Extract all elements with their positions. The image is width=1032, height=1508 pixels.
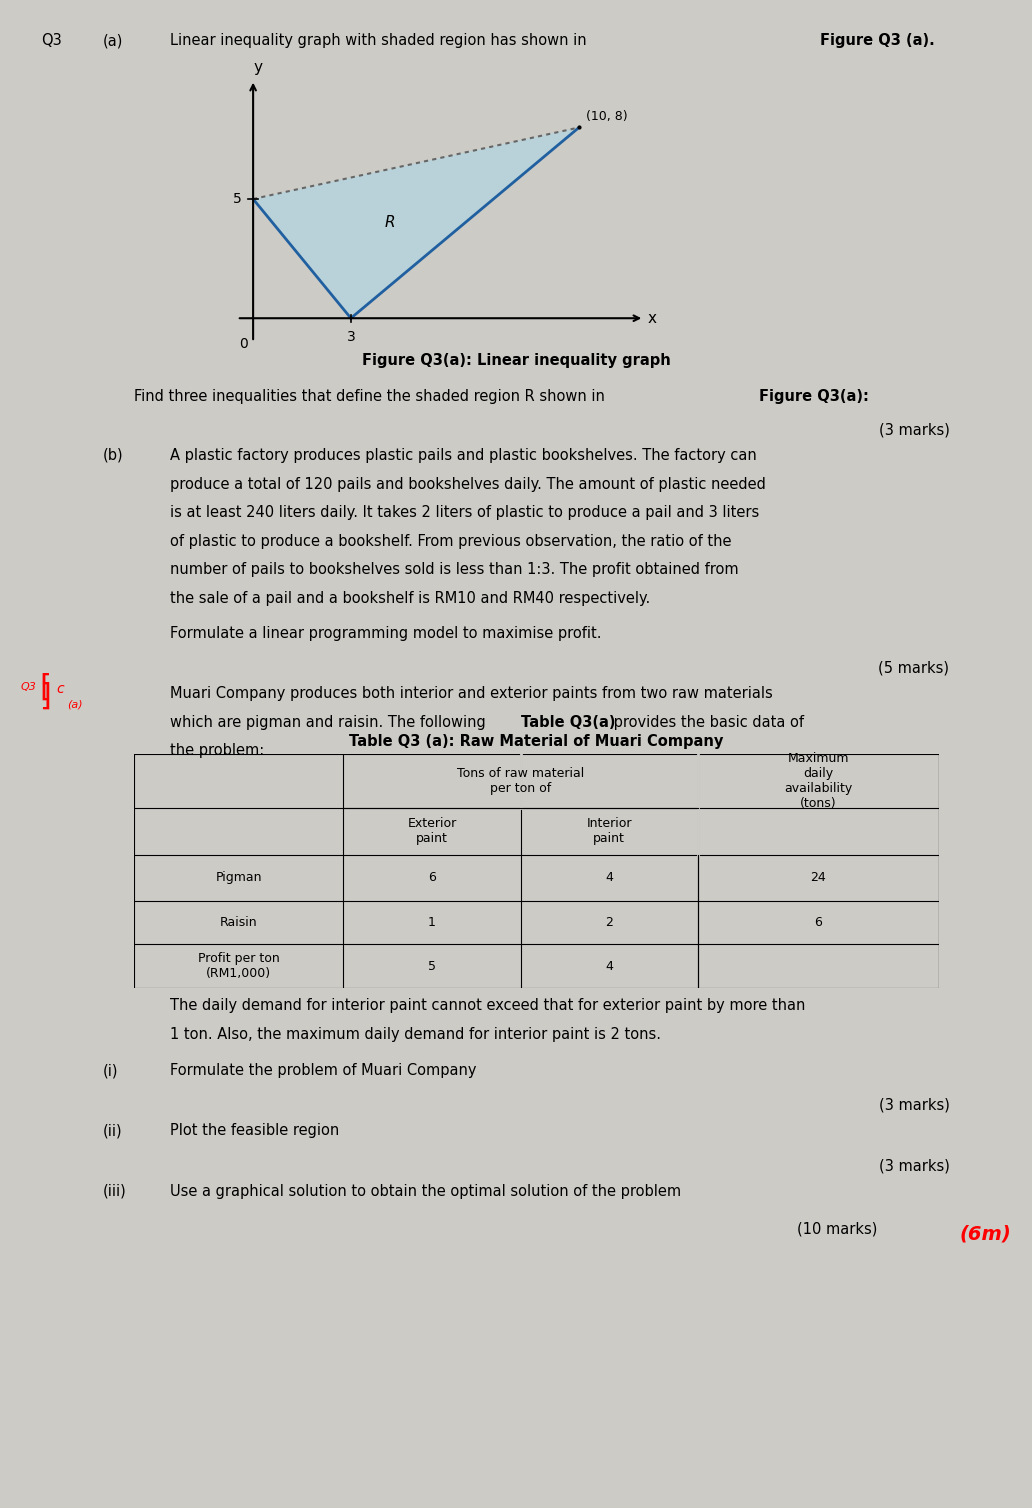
Text: The daily demand for interior paint cannot exceed that for exterior paint by mor: The daily demand for interior paint cann… xyxy=(170,998,806,1013)
Text: Formulate the problem of Muari Company: Formulate the problem of Muari Company xyxy=(170,1063,477,1078)
Text: c: c xyxy=(57,682,64,695)
Text: number of pails to bookshelves sold is less than 1:3. The profit obtained from: number of pails to bookshelves sold is l… xyxy=(170,562,739,578)
Text: Use a graphical solution to obtain the optimal solution of the problem: Use a graphical solution to obtain the o… xyxy=(170,1184,681,1199)
Text: (ii): (ii) xyxy=(103,1123,123,1139)
Text: Figure Q3(a): Linear inequality graph: Figure Q3(a): Linear inequality graph xyxy=(361,353,671,368)
Text: 3: 3 xyxy=(347,330,355,344)
Text: is at least 240 liters daily. It takes 2 liters of plastic to produce a pail and: is at least 240 liters daily. It takes 2… xyxy=(170,505,760,520)
Text: the problem:: the problem: xyxy=(170,743,264,759)
Text: which are pigman and raisin. The following: which are pigman and raisin. The followi… xyxy=(170,715,490,730)
Text: Q3: Q3 xyxy=(21,682,36,692)
Text: ]: ] xyxy=(39,682,52,710)
Text: Linear inequality graph with shaded region has shown in: Linear inequality graph with shaded regi… xyxy=(170,33,591,48)
Text: (i): (i) xyxy=(103,1063,119,1078)
Text: (10 marks): (10 marks) xyxy=(797,1221,877,1237)
Text: (a): (a) xyxy=(103,33,124,48)
Text: (5 marks): (5 marks) xyxy=(878,661,949,676)
Text: (10, 8): (10, 8) xyxy=(585,110,627,122)
Text: Muari Company produces both interior and exterior paints from two raw materials: Muari Company produces both interior and… xyxy=(170,686,773,701)
Text: 24: 24 xyxy=(810,872,827,884)
Text: Exterior
paint: Exterior paint xyxy=(408,817,456,844)
Text: 6: 6 xyxy=(428,872,436,884)
Text: Raisin: Raisin xyxy=(220,917,258,929)
Text: 4: 4 xyxy=(605,872,613,884)
Text: Maximum
daily
availability
(tons): Maximum daily availability (tons) xyxy=(784,752,852,810)
Text: 2: 2 xyxy=(605,917,613,929)
Text: (iii): (iii) xyxy=(103,1184,127,1199)
Text: 5: 5 xyxy=(428,959,436,973)
Text: the sale of a pail and a bookshelf is RM10 and RM40 respectively.: the sale of a pail and a bookshelf is RM… xyxy=(170,591,650,606)
Text: Plot the feasible region: Plot the feasible region xyxy=(170,1123,340,1139)
Text: (a): (a) xyxy=(67,700,83,710)
Text: of plastic to produce a bookshelf. From previous observation, the ratio of the: of plastic to produce a bookshelf. From … xyxy=(170,534,732,549)
Text: Figure Q3(a):: Figure Q3(a): xyxy=(759,389,868,404)
Text: (b): (b) xyxy=(103,448,124,463)
Text: produce a total of 120 pails and bookshelves daily. The amount of plastic needed: produce a total of 120 pails and bookshe… xyxy=(170,477,766,492)
Text: Formulate a linear programming model to maximise profit.: Formulate a linear programming model to … xyxy=(170,626,602,641)
Text: Pigman: Pigman xyxy=(216,872,262,884)
Text: Interior
paint: Interior paint xyxy=(586,817,632,844)
Text: Figure Q3 (a).: Figure Q3 (a). xyxy=(820,33,935,48)
Text: 1 ton. Also, the maximum daily demand for interior paint is 2 tons.: 1 ton. Also, the maximum daily demand fo… xyxy=(170,1027,662,1042)
Text: Find three inequalities that define the shaded region R shown in: Find three inequalities that define the … xyxy=(134,389,610,404)
Text: 4: 4 xyxy=(605,959,613,973)
Text: (6m): (6m) xyxy=(960,1224,1011,1244)
Text: Q3: Q3 xyxy=(41,33,62,48)
Text: 6: 6 xyxy=(814,917,823,929)
Text: Table Q3 (a): Raw Material of Muari Company: Table Q3 (a): Raw Material of Muari Comp… xyxy=(350,734,723,749)
Text: (3 marks): (3 marks) xyxy=(878,1158,949,1173)
Text: (3 marks): (3 marks) xyxy=(878,422,949,437)
Text: x: x xyxy=(647,311,656,326)
Polygon shape xyxy=(253,128,579,318)
Text: 5: 5 xyxy=(233,192,241,207)
Text: Table Q3(a): Table Q3(a) xyxy=(521,715,616,730)
Text: provides the basic data of: provides the basic data of xyxy=(609,715,804,730)
Text: y: y xyxy=(254,60,262,75)
Text: R: R xyxy=(385,216,395,231)
Text: (3 marks): (3 marks) xyxy=(878,1098,949,1113)
Text: 0: 0 xyxy=(239,338,248,351)
Text: A plastic factory produces plastic pails and plastic bookshelves. The factory ca: A plastic factory produces plastic pails… xyxy=(170,448,757,463)
Text: Tons of raw material
per ton of: Tons of raw material per ton of xyxy=(457,768,584,795)
Text: [: [ xyxy=(39,673,52,701)
Text: Profit per ton
(RM1,000): Profit per ton (RM1,000) xyxy=(198,952,280,980)
Text: 1: 1 xyxy=(428,917,436,929)
